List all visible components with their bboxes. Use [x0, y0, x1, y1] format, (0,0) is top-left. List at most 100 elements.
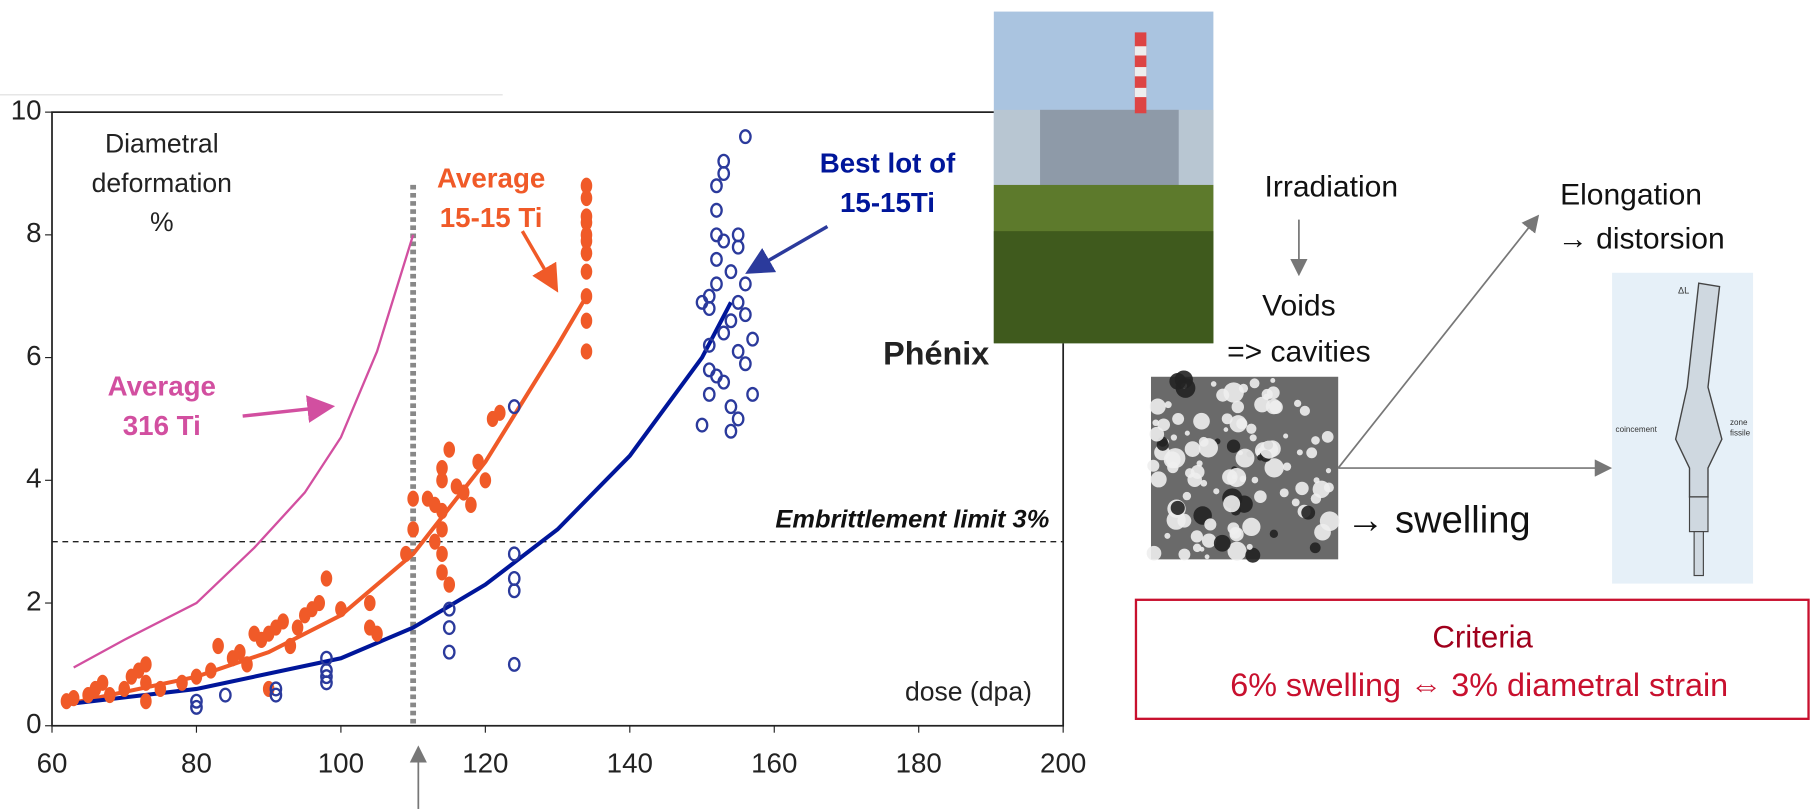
- data-point: [710, 178, 723, 194]
- void: [1200, 479, 1208, 487]
- data-point: [724, 313, 738, 329]
- void: [1235, 448, 1255, 468]
- series-annotation: Best lot of: [820, 148, 956, 179]
- void: [1213, 488, 1220, 495]
- data-point: [443, 441, 456, 458]
- void: [1231, 474, 1237, 480]
- pin-drawing: ΔL coincement zone fissile: [1612, 272, 1754, 584]
- data-point: [436, 502, 448, 520]
- void: [1282, 462, 1292, 471]
- data-point: [739, 307, 752, 323]
- data-point: [320, 669, 333, 685]
- pin-label: ΔL: [1678, 286, 1689, 296]
- void: [1164, 532, 1171, 539]
- void: [1147, 459, 1160, 472]
- y-tick-label: 4: [26, 463, 41, 494]
- void: [1311, 436, 1320, 445]
- data-point: [190, 668, 203, 685]
- fit-curve: [66, 301, 733, 707]
- data-point: [140, 674, 152, 691]
- data-point: [429, 533, 441, 550]
- data-point: [154, 680, 167, 698]
- void: [1213, 534, 1231, 552]
- void: [1227, 541, 1247, 561]
- data-point: [724, 423, 738, 439]
- series-annotation: 15-15Ti: [840, 187, 935, 218]
- data-point: [176, 674, 188, 691]
- y-tick-label: 8: [26, 217, 41, 248]
- void: [1216, 388, 1230, 402]
- void: [1259, 440, 1279, 459]
- data-point: [731, 294, 745, 310]
- data-point: [724, 399, 738, 415]
- data-point: [580, 343, 593, 360]
- data-point: [580, 245, 593, 262]
- void: [1245, 547, 1261, 563]
- data-point: [731, 343, 745, 359]
- data-point: [234, 644, 246, 661]
- annotation-arrow: [745, 225, 829, 274]
- data-point: [472, 453, 484, 470]
- phenix-label: Phénix: [883, 336, 989, 372]
- void: [1279, 488, 1289, 498]
- data-point: [443, 576, 456, 593]
- series-annotation: Average: [437, 163, 545, 194]
- void: [1172, 412, 1185, 425]
- void: [1210, 381, 1217, 387]
- voids-label: Voids: [1262, 289, 1335, 322]
- void: [1204, 554, 1210, 560]
- elongation-label: Elongation: [1560, 178, 1702, 211]
- data-point: [436, 459, 448, 477]
- criteria-title: Criteria: [1432, 619, 1533, 654]
- data-point: [457, 484, 470, 501]
- data-point: [465, 496, 477, 513]
- void: [1321, 431, 1334, 443]
- data-point: [717, 325, 731, 341]
- data-point: [371, 625, 383, 642]
- series-annotation: 15-15 Ti: [440, 202, 543, 233]
- data-point: [710, 251, 723, 267]
- void: [1184, 441, 1201, 457]
- data-point: [507, 399, 521, 415]
- data-point: [731, 227, 745, 243]
- irradiation-label: Irradiation: [1264, 170, 1398, 203]
- data-point: [277, 613, 289, 630]
- void: [1184, 430, 1190, 436]
- fit-curve: [73, 234, 415, 669]
- data-point: [436, 564, 448, 581]
- void: [1310, 493, 1322, 504]
- void: [1226, 439, 1241, 453]
- void: [1246, 423, 1257, 434]
- data-point: [739, 129, 752, 145]
- void: [1150, 471, 1167, 488]
- data-point: [580, 232, 593, 250]
- void: [1190, 530, 1203, 543]
- data-point: [190, 699, 203, 715]
- data-point: [739, 276, 752, 292]
- void: [1204, 518, 1217, 531]
- swelling-label: → swelling: [1346, 498, 1530, 541]
- phenix-photo: [993, 11, 1214, 344]
- y-tick-label: 10: [11, 94, 42, 125]
- data-point: [580, 263, 593, 280]
- data-point: [96, 674, 109, 691]
- void: [1170, 434, 1178, 441]
- data-point: [104, 686, 116, 704]
- micrograph: [1146, 370, 1340, 563]
- data-point: [695, 294, 709, 310]
- y-axis-label-line: %: [150, 207, 174, 237]
- x-tick-label: 140: [607, 747, 653, 778]
- series-annotation: Average: [108, 371, 216, 402]
- data-point: [717, 233, 731, 249]
- void: [1249, 434, 1257, 442]
- data-point: [507, 570, 521, 587]
- void: [1264, 458, 1284, 478]
- data-point: [269, 681, 283, 697]
- data-point: [313, 594, 326, 612]
- void: [1299, 405, 1310, 416]
- data-point: [494, 404, 506, 421]
- x-tick-label: 180: [896, 747, 942, 778]
- void: [1169, 372, 1187, 390]
- data-point: [442, 601, 456, 617]
